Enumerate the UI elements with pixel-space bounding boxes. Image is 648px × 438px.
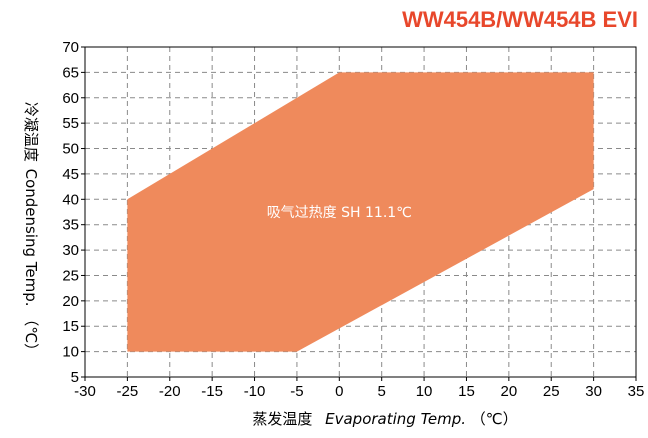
x-tick-label: -15 [201, 383, 223, 400]
y-tick-label: 50 [62, 141, 79, 158]
y-tick-label: 40 [62, 191, 79, 208]
operating-envelope [127, 72, 594, 352]
y-tick-label: 20 [62, 293, 79, 310]
x-tick-label: 20 [501, 383, 518, 400]
x-tick-label: 25 [543, 383, 560, 400]
y-tick-label: 35 [62, 217, 79, 234]
envelope-layer [127, 72, 594, 352]
x-tick-label: -25 [117, 383, 139, 400]
y-tick-label: 10 [62, 344, 79, 361]
y-axis-label-unit: （℃） [22, 311, 40, 358]
x-tick-label: -5 [290, 383, 303, 400]
y-tick-label: 30 [62, 242, 79, 259]
x-axis-label: 蒸发温度 Evaporating Temp. （℃） [252, 410, 517, 428]
x-tick-label: -30 [74, 383, 96, 400]
y-tick-label: 45 [62, 166, 79, 183]
plot-frame [84, 46, 637, 378]
y-tick-label: 65 [62, 64, 79, 81]
chart-title: WW454B/WW454B EVI [402, 7, 638, 32]
y-tick-label: 55 [62, 115, 79, 132]
y-tick-label: 70 [62, 39, 79, 56]
x-tick-label: 35 [628, 383, 645, 400]
x-tick-label: -10 [244, 383, 266, 400]
x-tick-label: 10 [416, 383, 433, 400]
y-axis-label-en: Condensing Temp. [22, 169, 40, 307]
y-tick-label: 60 [62, 90, 79, 107]
x-tick-label: 5 [378, 383, 386, 400]
y-tick-label: 25 [62, 267, 79, 284]
y-tick-label: 5 [71, 369, 79, 386]
annotation-text: 吸气过热度 SH 11.1℃ [267, 205, 412, 221]
x-tick-label: 30 [585, 383, 602, 400]
x-tick-label: 15 [458, 383, 475, 400]
x-axis-label-cn: 蒸发温度 [252, 410, 312, 428]
y-axis-label-cn: 冷凝温度 [22, 102, 40, 162]
x-axis-label-en: Evaporating Temp. [325, 410, 466, 428]
x-axis-label-unit: （℃） [471, 410, 518, 428]
y-axis-label: 冷凝温度 Condensing Temp. （℃） [22, 102, 40, 358]
y-tick-label: 15 [62, 318, 79, 335]
x-tick-label: 0 [335, 383, 343, 400]
x-tick-label: -20 [159, 383, 181, 400]
ticks: -30 -25 -20 -15 -10 -5 0 5 10 15 20 25 30 35 5 10 15 20 25… [62, 39, 644, 400]
